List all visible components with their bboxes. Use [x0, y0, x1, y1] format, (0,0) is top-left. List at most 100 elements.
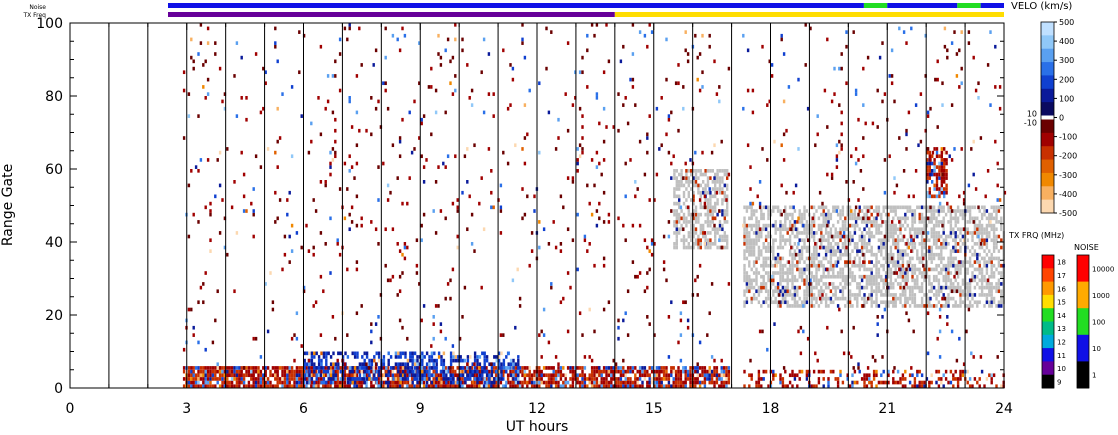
- scatter-cell: [822, 238, 825, 243]
- scatter-cell: [755, 223, 758, 228]
- scatter-cell: [303, 373, 306, 378]
- scatter-cell: [860, 220, 864, 224]
- scatter-cell: [952, 373, 955, 378]
- scatter-cell: [514, 380, 518, 385]
- scatter-cell: [226, 373, 229, 378]
- scatter-cell: [980, 223, 984, 228]
- scatter-cell: [761, 44, 764, 49]
- scatter-cell: [892, 300, 895, 305]
- scatter-cell: [197, 384, 200, 389]
- scatter-cell: [401, 26, 404, 31]
- scatter-cell: [459, 366, 462, 370]
- scatter-cell: [817, 223, 821, 228]
- scatter-cell: [865, 377, 869, 381]
- scatter-cell: [995, 209, 998, 213]
- scatter-cell: [772, 245, 775, 250]
- scatter-cell: [931, 154, 934, 159]
- scatter-cell: [571, 380, 575, 385]
- scatter-cell: [523, 103, 527, 107]
- scatter-cell: [966, 296, 969, 301]
- scatter-cell: [578, 384, 582, 389]
- scatter-cell: [944, 304, 948, 308]
- scatter-cell: [916, 249, 919, 253]
- scatter-cell: [906, 223, 909, 228]
- scatter-cell: [490, 369, 494, 374]
- scatter-cell: [913, 220, 917, 224]
- scatter-cell: [194, 384, 198, 389]
- scatter-cell: [815, 300, 818, 305]
- scatter-cell: [334, 377, 338, 381]
- scatter-cell: [557, 369, 560, 374]
- scatter-cell: [880, 300, 883, 305]
- scatter-cell: [983, 384, 986, 389]
- scatter-cell: [678, 172, 681, 177]
- scatter-cell: [860, 238, 864, 243]
- scatter-cell: [252, 377, 255, 381]
- scatter-cell: [857, 117, 860, 122]
- scatter-cell: [593, 33, 596, 38]
- scatter-cell: [509, 373, 513, 378]
- scatter-cell: [698, 88, 702, 93]
- scatter-cell: [696, 55, 699, 60]
- scatter-cell: [646, 44, 649, 49]
- scatter-cell: [341, 377, 345, 381]
- scatter-cell: [367, 369, 371, 374]
- scatter-cell: [812, 252, 816, 257]
- scatter-cell: [815, 263, 818, 268]
- scatter-cell: [471, 380, 474, 385]
- scatter-cell: [701, 33, 704, 38]
- scatter-cell: [822, 296, 825, 301]
- scatter-cell: [920, 300, 924, 305]
- scatter-cell: [690, 169, 693, 173]
- scatter-cell: [692, 223, 695, 228]
- scatter-cell: [916, 252, 919, 257]
- scatter-cell: [796, 384, 799, 389]
- scatter-cell: [274, 384, 277, 389]
- scatter-cell: [884, 278, 888, 283]
- scatter-cell: [451, 201, 455, 206]
- scatter-cell: [793, 278, 797, 283]
- scatter-cell: [677, 340, 680, 345]
- scatter-cell: [990, 300, 993, 305]
- scatter-cell: [945, 172, 948, 177]
- scatter-cell: [920, 274, 924, 279]
- scatter-cell: [745, 282, 749, 286]
- scatter-cell: [511, 66, 515, 71]
- scatter-cell: [629, 158, 632, 162]
- scatter-cell: [420, 117, 423, 122]
- scatter-cell: [820, 205, 823, 210]
- scatter-cell: [511, 369, 515, 374]
- scatter-cell: [517, 358, 520, 363]
- scatter-cell: [530, 231, 534, 235]
- scatter-cell: [844, 223, 847, 228]
- scatter-cell: [971, 293, 974, 297]
- scatter-cell: [944, 271, 948, 275]
- scatter-cell: [983, 285, 986, 290]
- scatter-cell: [370, 96, 373, 100]
- scatter-cell: [959, 285, 962, 290]
- scatter-cell: [943, 165, 946, 169]
- scatter-cell: [784, 220, 787, 224]
- scatter-cell: [331, 147, 335, 151]
- scatter-cell: [670, 384, 673, 389]
- scatter-cell: [550, 285, 553, 290]
- scatter-cell: [386, 377, 390, 381]
- scatter-cell: [699, 238, 702, 243]
- scatter-cell: [233, 289, 236, 294]
- scatter-cell: [218, 369, 222, 374]
- scatter-cell: [836, 231, 840, 235]
- scatter-cell: [706, 377, 709, 381]
- scatter-cell: [351, 380, 354, 385]
- scatter-cell: [505, 380, 508, 385]
- scatter-cell: [862, 304, 865, 308]
- scatter-cell: [973, 293, 977, 297]
- scatter-cell: [892, 282, 895, 286]
- scatter-cell: [933, 165, 936, 169]
- scatter-cell: [968, 249, 972, 253]
- scatter-cell: [901, 252, 905, 257]
- scatter-cell: [875, 278, 878, 283]
- scatter-cell: [612, 377, 615, 381]
- scatter-cell: [904, 293, 907, 297]
- scatter-cell: [829, 231, 833, 235]
- scatter-cell: [931, 169, 934, 173]
